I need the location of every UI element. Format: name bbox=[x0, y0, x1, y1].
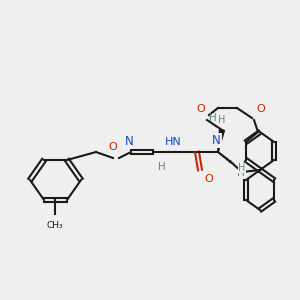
Text: H: H bbox=[218, 115, 226, 125]
Text: H: H bbox=[238, 163, 245, 173]
Text: CH₃: CH₃ bbox=[47, 221, 63, 230]
Text: HN: HN bbox=[165, 137, 182, 147]
Text: O: O bbox=[196, 104, 205, 114]
Text: H: H bbox=[209, 113, 217, 123]
Text: H: H bbox=[237, 168, 245, 178]
Text: N: N bbox=[124, 135, 134, 148]
Polygon shape bbox=[218, 130, 224, 152]
Text: O: O bbox=[204, 174, 213, 184]
Text: O: O bbox=[256, 104, 265, 114]
Text: H: H bbox=[158, 162, 166, 172]
Text: O: O bbox=[109, 142, 117, 152]
Text: N: N bbox=[212, 134, 220, 147]
